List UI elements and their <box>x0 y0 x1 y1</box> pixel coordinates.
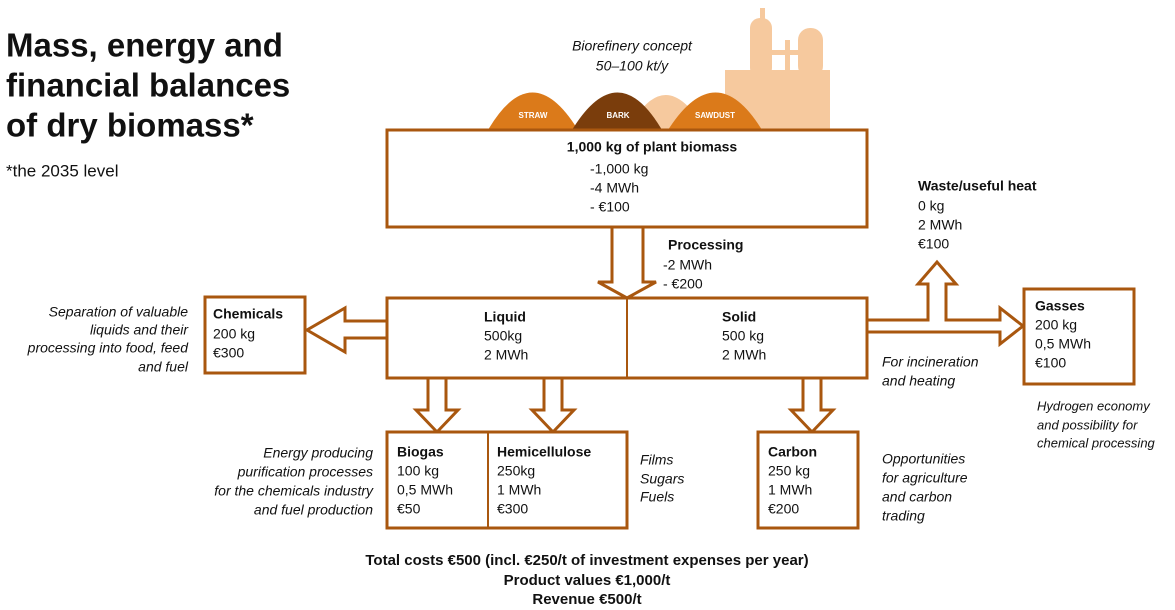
page: STRAW BARK SAWDUST Biorefinery concept 5… <box>0 0 1175 610</box>
node-line: 2 MWh <box>918 217 962 233</box>
node-line: €300 <box>497 501 528 517</box>
note-line: For incineration <box>882 354 979 370</box>
note-separation: Separation of valuable liquids and their… <box>27 304 190 375</box>
node-label: Carbon <box>768 444 817 460</box>
arrow <box>532 378 574 432</box>
note-line: and fuel <box>138 359 189 375</box>
node-label: Liquid <box>484 309 526 325</box>
note-line: and heating <box>882 373 955 389</box>
note-line: Films <box>640 452 673 468</box>
note-line: purification processes <box>237 464 373 480</box>
processing-label: Processing <box>668 237 743 253</box>
processing-line: - €200 <box>663 276 703 292</box>
title: Mass, energy and <box>6 27 283 64</box>
node-line: 250 kg <box>768 463 810 479</box>
node-label: Biogas <box>397 444 444 460</box>
title: of dry biomass* <box>6 107 254 144</box>
concept-text: 50–100 kt/y <box>596 58 669 74</box>
concept-text: Biorefinery concept <box>572 38 693 54</box>
node-line: 500 kg <box>722 328 764 344</box>
arrow <box>791 378 833 432</box>
diagram: STRAW BARK SAWDUST Biorefinery concept 5… <box>0 0 1175 610</box>
node-label: Chemicals <box>213 306 283 322</box>
note-line: Fuels <box>640 489 674 505</box>
footer-line: Total costs €500 (incl. €250/t of invest… <box>365 552 808 569</box>
arrow <box>416 378 458 432</box>
title: financial balances <box>6 67 290 104</box>
footer-line: Product values €1,000/t <box>504 572 671 589</box>
note-line: for the chemicals industry <box>214 483 374 499</box>
note-line: Hydrogen economy <box>1037 398 1151 413</box>
node-line: €100 <box>918 236 949 252</box>
node-label: Solid <box>722 309 756 325</box>
feedstock-label: STRAW <box>519 111 548 120</box>
subtitle: *the 2035 level <box>6 161 118 180</box>
node-line: 1 MWh <box>768 482 812 498</box>
note-line: Sugars <box>640 471 684 487</box>
note-hydrogen: Hydrogen economy and possibility for che… <box>1037 398 1156 450</box>
input-line: -4 MWh <box>590 180 639 196</box>
note-line: and possibility for <box>1037 417 1138 432</box>
input-line: - €100 <box>590 199 630 215</box>
node-label: Waste/useful heat <box>918 178 1037 194</box>
feedstock-label: SAWDUST <box>695 111 735 120</box>
node-line: 0,5 MWh <box>1035 336 1091 352</box>
feedstock-label: BARK <box>606 111 629 120</box>
note-line: processing into food, feed <box>27 340 190 356</box>
note-line: for agriculture <box>882 470 968 486</box>
note-line: Opportunities <box>882 451 965 467</box>
input-line: -1,000 kg <box>590 161 648 177</box>
node-line: 0 kg <box>918 198 944 214</box>
node-label: Gasses <box>1035 298 1085 314</box>
node-line: 1 MWh <box>497 482 541 498</box>
node-line: 200 kg <box>1035 317 1077 333</box>
note-energy: Energy producing purification processes … <box>214 445 374 518</box>
node-line: €300 <box>213 345 244 361</box>
node-line: €100 <box>1035 355 1066 371</box>
node-line: 100 kg <box>397 463 439 479</box>
node-line: 2 MWh <box>722 347 766 363</box>
note-line: Energy producing <box>263 445 373 461</box>
node-line: 200 kg <box>213 326 255 342</box>
note-incineration: For incineration and heating <box>882 354 979 389</box>
processing-line: -2 MWh <box>663 257 712 273</box>
node-line: 0,5 MWh <box>397 482 453 498</box>
note-line: chemical processing <box>1037 435 1156 450</box>
note-line: and carbon <box>882 489 952 505</box>
arrow <box>598 226 656 298</box>
node-line: €50 <box>397 501 421 517</box>
node-label: Hemicellulose <box>497 444 591 460</box>
note-line: and fuel production <box>254 502 373 518</box>
input-label: 1,000 kg of plant biomass <box>567 139 738 155</box>
node-line: 500kg <box>484 328 522 344</box>
note-line: trading <box>882 508 925 524</box>
node-line: 2 MWh <box>484 347 528 363</box>
footer-line: Revenue €500/t <box>532 591 641 608</box>
node-line: 250kg <box>497 463 535 479</box>
note-line: Separation of valuable <box>49 304 189 320</box>
arrow <box>867 262 1023 344</box>
arrow <box>307 308 387 352</box>
note-films: Films Sugars Fuels <box>640 452 684 505</box>
note-opportunities: Opportunities for agriculture and carbon… <box>882 451 968 524</box>
node-line: €200 <box>768 501 799 517</box>
note-line: liquids and their <box>90 322 189 338</box>
